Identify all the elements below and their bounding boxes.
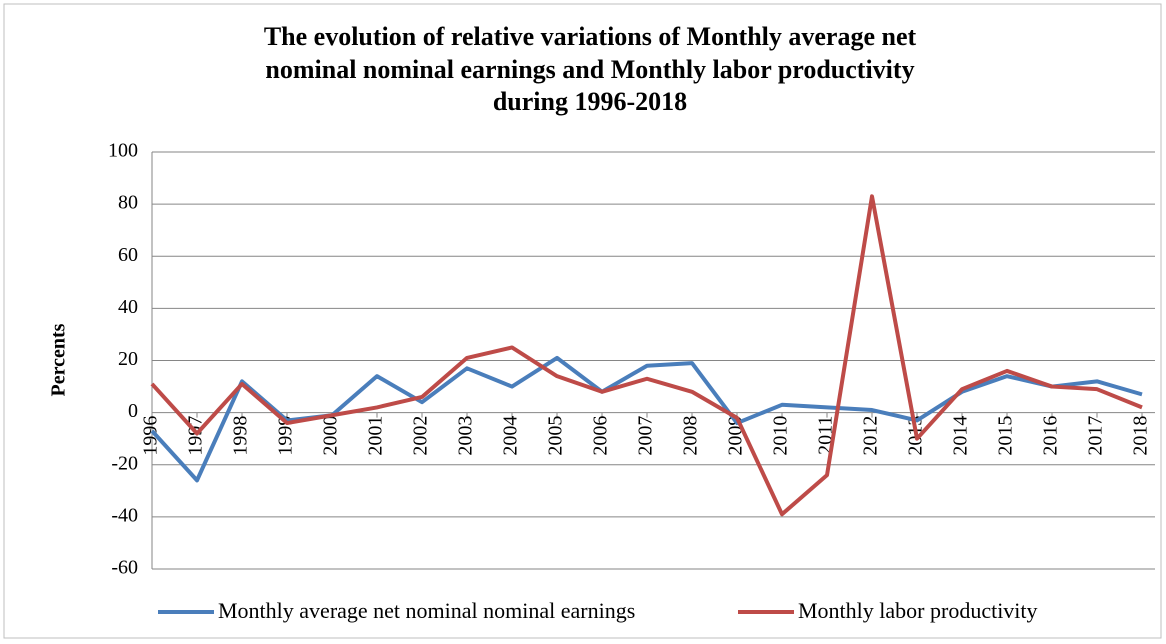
- chart-title: The evolution of relative variations of …: [264, 22, 917, 51]
- x-tick-label: 2002: [410, 416, 432, 456]
- y-tick-label: 60: [118, 244, 138, 266]
- x-tick-label: 2016: [1040, 416, 1062, 456]
- y-tick-label: 20: [118, 348, 138, 370]
- y-tick-label: -60: [111, 557, 138, 579]
- x-tick-label: 2001: [365, 416, 387, 456]
- legend-label: Monthly average net nominal nominal earn…: [218, 598, 635, 623]
- chart-title: during 1996-2018: [493, 87, 687, 116]
- y-tick-label: -40: [111, 504, 138, 526]
- x-tick-label: 2015: [995, 416, 1017, 456]
- x-tick-label: 2007: [635, 416, 657, 456]
- x-tick-label: 1999: [275, 416, 297, 456]
- x-tick-label: 2000: [320, 416, 342, 456]
- x-tick-label: 2003: [455, 416, 477, 456]
- y-tick-label: 40: [118, 296, 138, 318]
- y-tick-label: 0: [128, 400, 138, 422]
- legend-label: Monthly labor productivity: [798, 598, 1038, 623]
- x-tick-label: 2006: [590, 416, 612, 456]
- x-tick-label: 2010: [770, 416, 792, 456]
- y-tick-label: -20: [111, 452, 138, 474]
- x-tick-label: 2014: [950, 416, 972, 456]
- x-tick-label: 2005: [545, 416, 567, 456]
- x-tick-label: 2012: [860, 416, 882, 456]
- x-tick-label: 2018: [1130, 416, 1152, 456]
- chart-border: [3, 3, 1162, 639]
- chart-title: nominal nominal earnings and Monthly lab…: [265, 55, 914, 84]
- x-tick-label: 2017: [1085, 416, 1107, 456]
- x-tick-label: 1998: [230, 416, 252, 456]
- y-tick-label: 80: [118, 192, 138, 214]
- x-tick-label: 1996: [140, 416, 162, 456]
- x-tick-label: 2008: [680, 416, 702, 456]
- y-tick-label: 100: [108, 140, 138, 162]
- x-tick-label: 2004: [500, 416, 522, 456]
- y-axis-title: Percents: [48, 323, 70, 396]
- data-line: [150, 194, 1143, 517]
